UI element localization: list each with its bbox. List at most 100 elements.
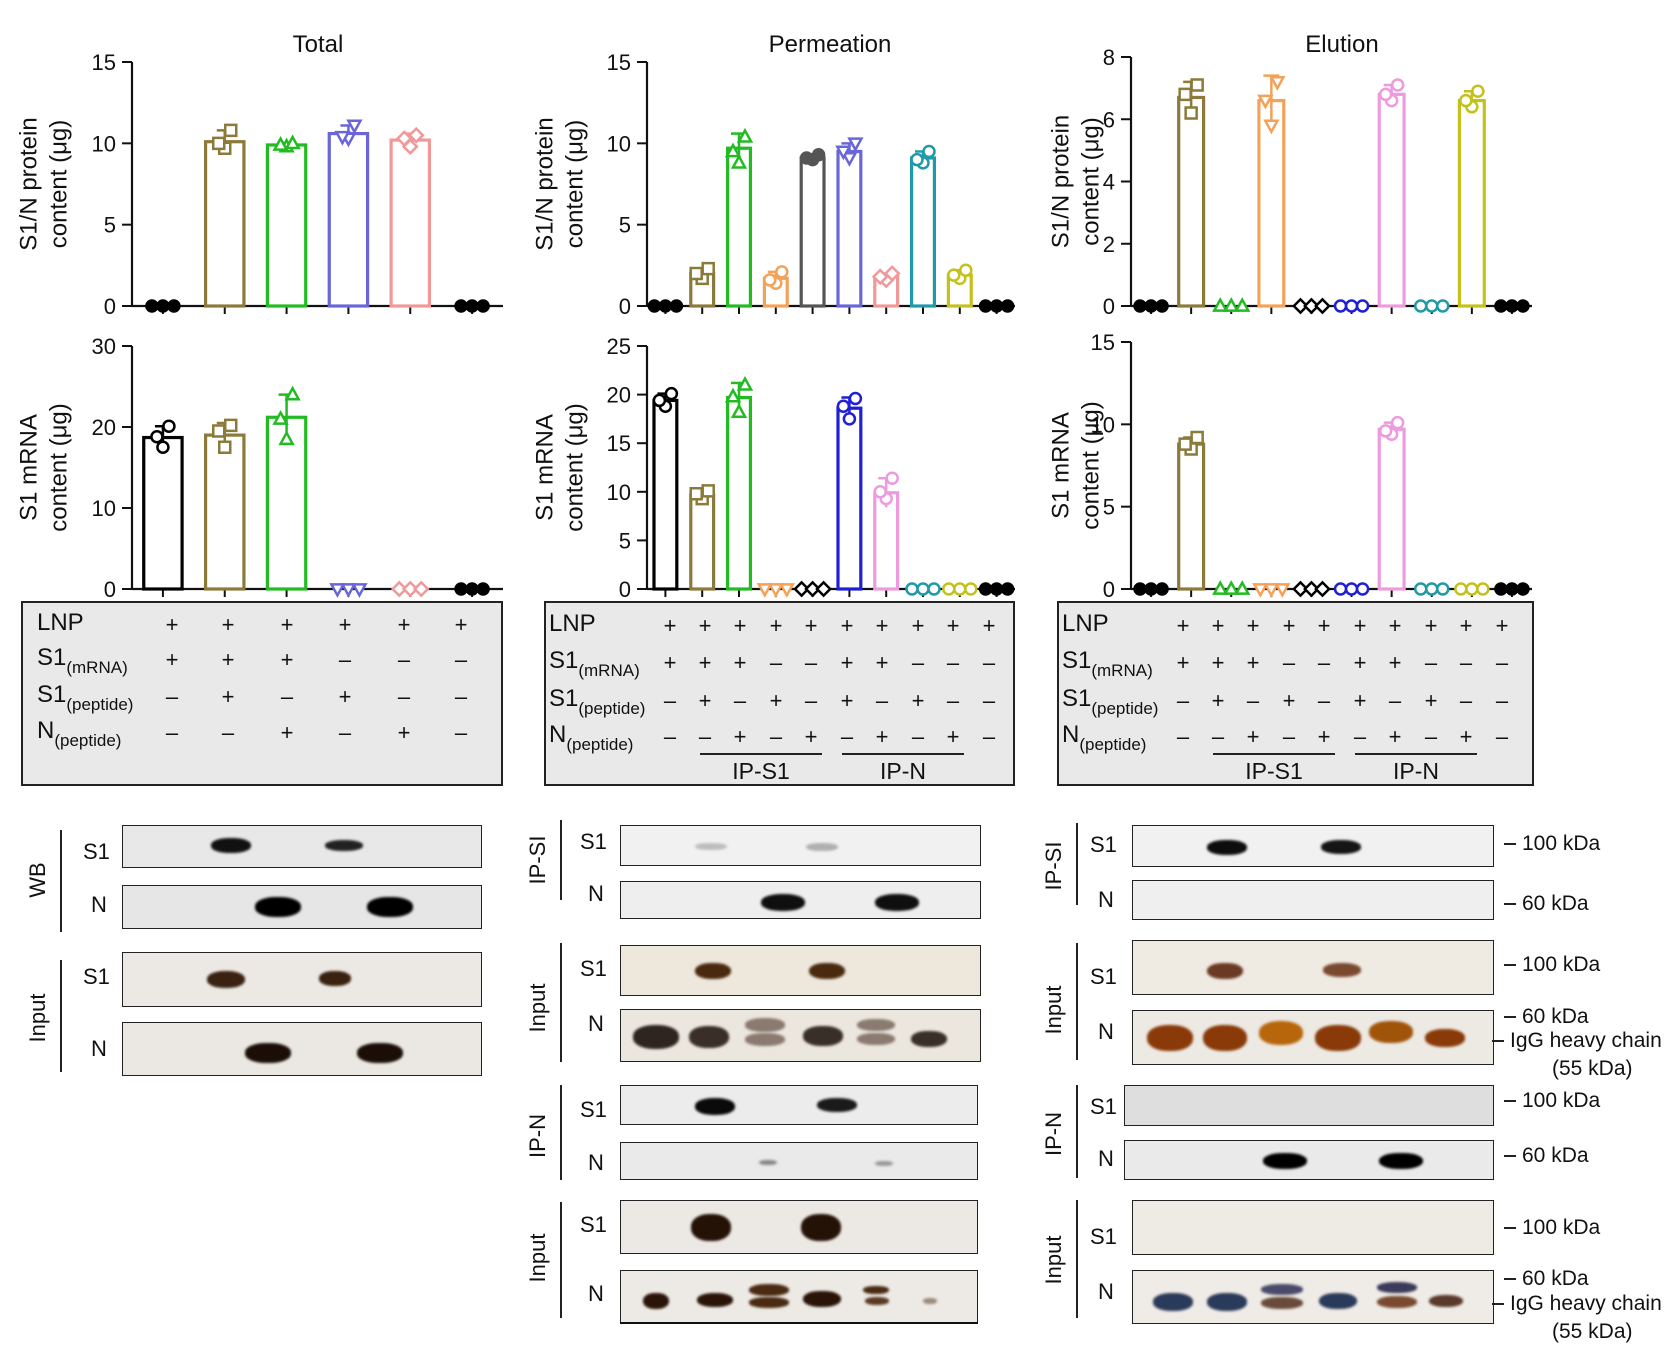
blot-el-ip-s1-s1 <box>1132 825 1494 867</box>
chart-perm-protein: 0 5 10 15 Permeation S1/N protein content (μg) <box>531 31 1015 319</box>
y-tick-label: 10 <box>607 480 631 505</box>
data-point <box>465 582 479 596</box>
data-point <box>964 582 978 596</box>
data-point <box>669 299 684 313</box>
band <box>207 971 245 988</box>
y-tick-label: 30 <box>92 334 116 359</box>
condition-sign: + <box>1211 688 1225 713</box>
band <box>695 1098 735 1115</box>
data-point <box>454 582 468 596</box>
data-point <box>847 137 864 153</box>
band <box>803 1026 843 1046</box>
marker-tick <box>1504 1227 1516 1229</box>
blot-wb-s1 <box>122 825 482 868</box>
data-point <box>1378 87 1393 102</box>
y-tick-label: 15 <box>92 50 116 75</box>
data-point <box>1000 582 1015 596</box>
band <box>1147 1025 1193 1051</box>
marker-tick <box>1504 964 1516 966</box>
condition-sign: + <box>221 684 235 709</box>
blot-bottom-rule <box>620 1322 978 1324</box>
data-point <box>272 136 289 151</box>
band <box>1425 1029 1465 1047</box>
condition-sign: – <box>1424 650 1438 675</box>
row-label-sub: (peptide) <box>578 699 646 718</box>
divider-line <box>560 943 562 1062</box>
lane-label-s1: S1 <box>580 956 607 981</box>
molecular-weight-marker: 100 kDa <box>1522 1216 1601 1239</box>
data-point <box>1516 299 1530 313</box>
band <box>749 1297 789 1308</box>
condition-sign: + <box>875 724 889 749</box>
y-tick-label: 15 <box>1091 330 1115 355</box>
data-point <box>1303 297 1320 315</box>
blot-el-input2-s1 <box>1132 1200 1494 1255</box>
band <box>745 1018 785 1032</box>
data-point <box>1269 75 1286 91</box>
band <box>1319 1293 1357 1309</box>
condition-sign: – <box>875 688 889 713</box>
data-point <box>978 299 993 313</box>
data-point <box>978 582 993 596</box>
condition-sign: + <box>165 612 179 637</box>
group-bracket <box>1213 753 1335 755</box>
data-point <box>390 580 408 598</box>
data-point <box>1344 582 1359 596</box>
condition-sign: – <box>280 684 294 709</box>
data-point <box>848 391 863 406</box>
chart-title: Permeation <box>769 31 892 58</box>
divider-line <box>60 960 62 1072</box>
row-label-sub: (peptide) <box>1091 699 1159 718</box>
section-label-ip-n: IP-N <box>1041 1112 1066 1156</box>
data-point <box>395 130 413 147</box>
divider-line <box>1076 943 1078 1060</box>
data-point <box>1178 87 1192 102</box>
band <box>749 1284 789 1296</box>
divider-line <box>560 1085 562 1180</box>
y-tick-label: 0 <box>104 577 116 600</box>
condition-sign: + <box>698 650 712 675</box>
condition-sign: – <box>165 720 179 745</box>
condition-sign: – <box>982 724 996 749</box>
y-tick-label: 10 <box>92 496 116 521</box>
y-tick-label: 0 <box>104 294 116 319</box>
section-label-input: Input <box>525 1233 550 1283</box>
divider-line <box>1076 823 1078 905</box>
condition-sign: – <box>1317 688 1331 713</box>
condition-sign: – <box>397 647 411 672</box>
data-point <box>767 583 784 598</box>
data-point <box>842 412 857 426</box>
row-label-sub: (mRNA) <box>1091 661 1153 680</box>
chart-title: Elution <box>1305 31 1378 58</box>
row-label-main: S1 <box>549 685 579 712</box>
blot-wb-n <box>122 885 482 929</box>
condition-sign: – <box>733 688 747 713</box>
blot-el-input2-n <box>1132 1270 1494 1324</box>
section-label-input: Input <box>1041 985 1066 1035</box>
y-axis-label: content (μg) <box>45 120 72 249</box>
y-axis-label: S1/N protein <box>531 117 558 250</box>
band <box>367 897 413 917</box>
row-label-sub: (peptide) <box>54 731 122 750</box>
data-point <box>351 583 368 598</box>
condition-sign: – <box>454 647 468 672</box>
blot-ip-n-n <box>620 1142 978 1180</box>
data-point <box>1436 582 1450 596</box>
section-label-input: Input <box>25 993 50 1043</box>
y-axis-label: S1 mRNA <box>1047 412 1074 519</box>
divider-line <box>1076 1085 1078 1178</box>
condition-sign: + <box>733 613 747 638</box>
data-point <box>1292 580 1309 598</box>
band <box>1261 1284 1303 1295</box>
data-point <box>811 147 826 162</box>
data-point <box>989 299 1004 313</box>
data-point <box>272 409 289 425</box>
marker-tick <box>1492 1303 1504 1305</box>
condition-sign: + <box>1459 724 1473 749</box>
data-point <box>1465 582 1479 596</box>
bar <box>389 138 432 308</box>
y-tick-label: 4 <box>1103 170 1115 195</box>
band <box>1429 1295 1463 1307</box>
data-point <box>763 273 777 287</box>
